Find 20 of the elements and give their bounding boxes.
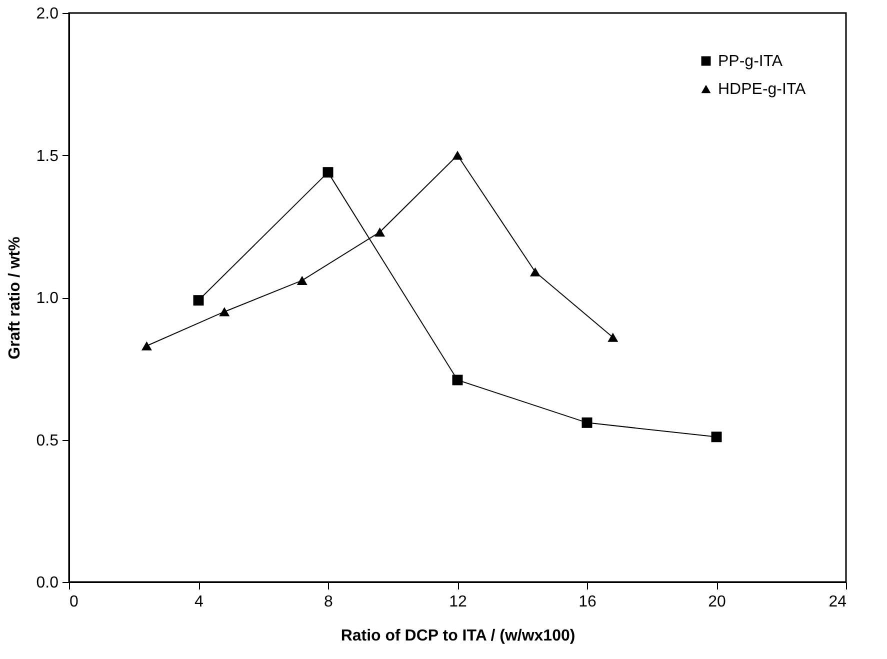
legend-label: HDPE-g-ITA <box>718 81 806 98</box>
legend-label: PP-g-ITA <box>718 53 783 70</box>
y-tick-label: 0.0 <box>36 574 59 592</box>
x-tick-label: 0 <box>70 594 78 610</box>
x-axis-title: Ratio of DCP to ITA / (w/wx100) <box>340 628 576 644</box>
point <box>711 432 722 442</box>
point <box>141 341 152 350</box>
x-tick-label: 16 <box>578 594 596 610</box>
x-tick-label: 20 <box>708 594 726 610</box>
y-tick-label: 0.5 <box>36 432 59 450</box>
x-tick-label: 8 <box>324 594 334 610</box>
x-tick-label: 4 <box>194 594 204 610</box>
x-tick-label: 12 <box>449 594 467 610</box>
point <box>219 307 230 316</box>
point <box>608 332 618 342</box>
y-axis-title: Graft ratio / wt% <box>6 236 24 360</box>
y-tick-label: 1.5 <box>36 148 59 165</box>
y-tick-label: 1.0 <box>36 290 59 307</box>
x-tick-label: 24 <box>828 594 847 610</box>
y-tick-label: 2.0 <box>36 6 59 22</box>
